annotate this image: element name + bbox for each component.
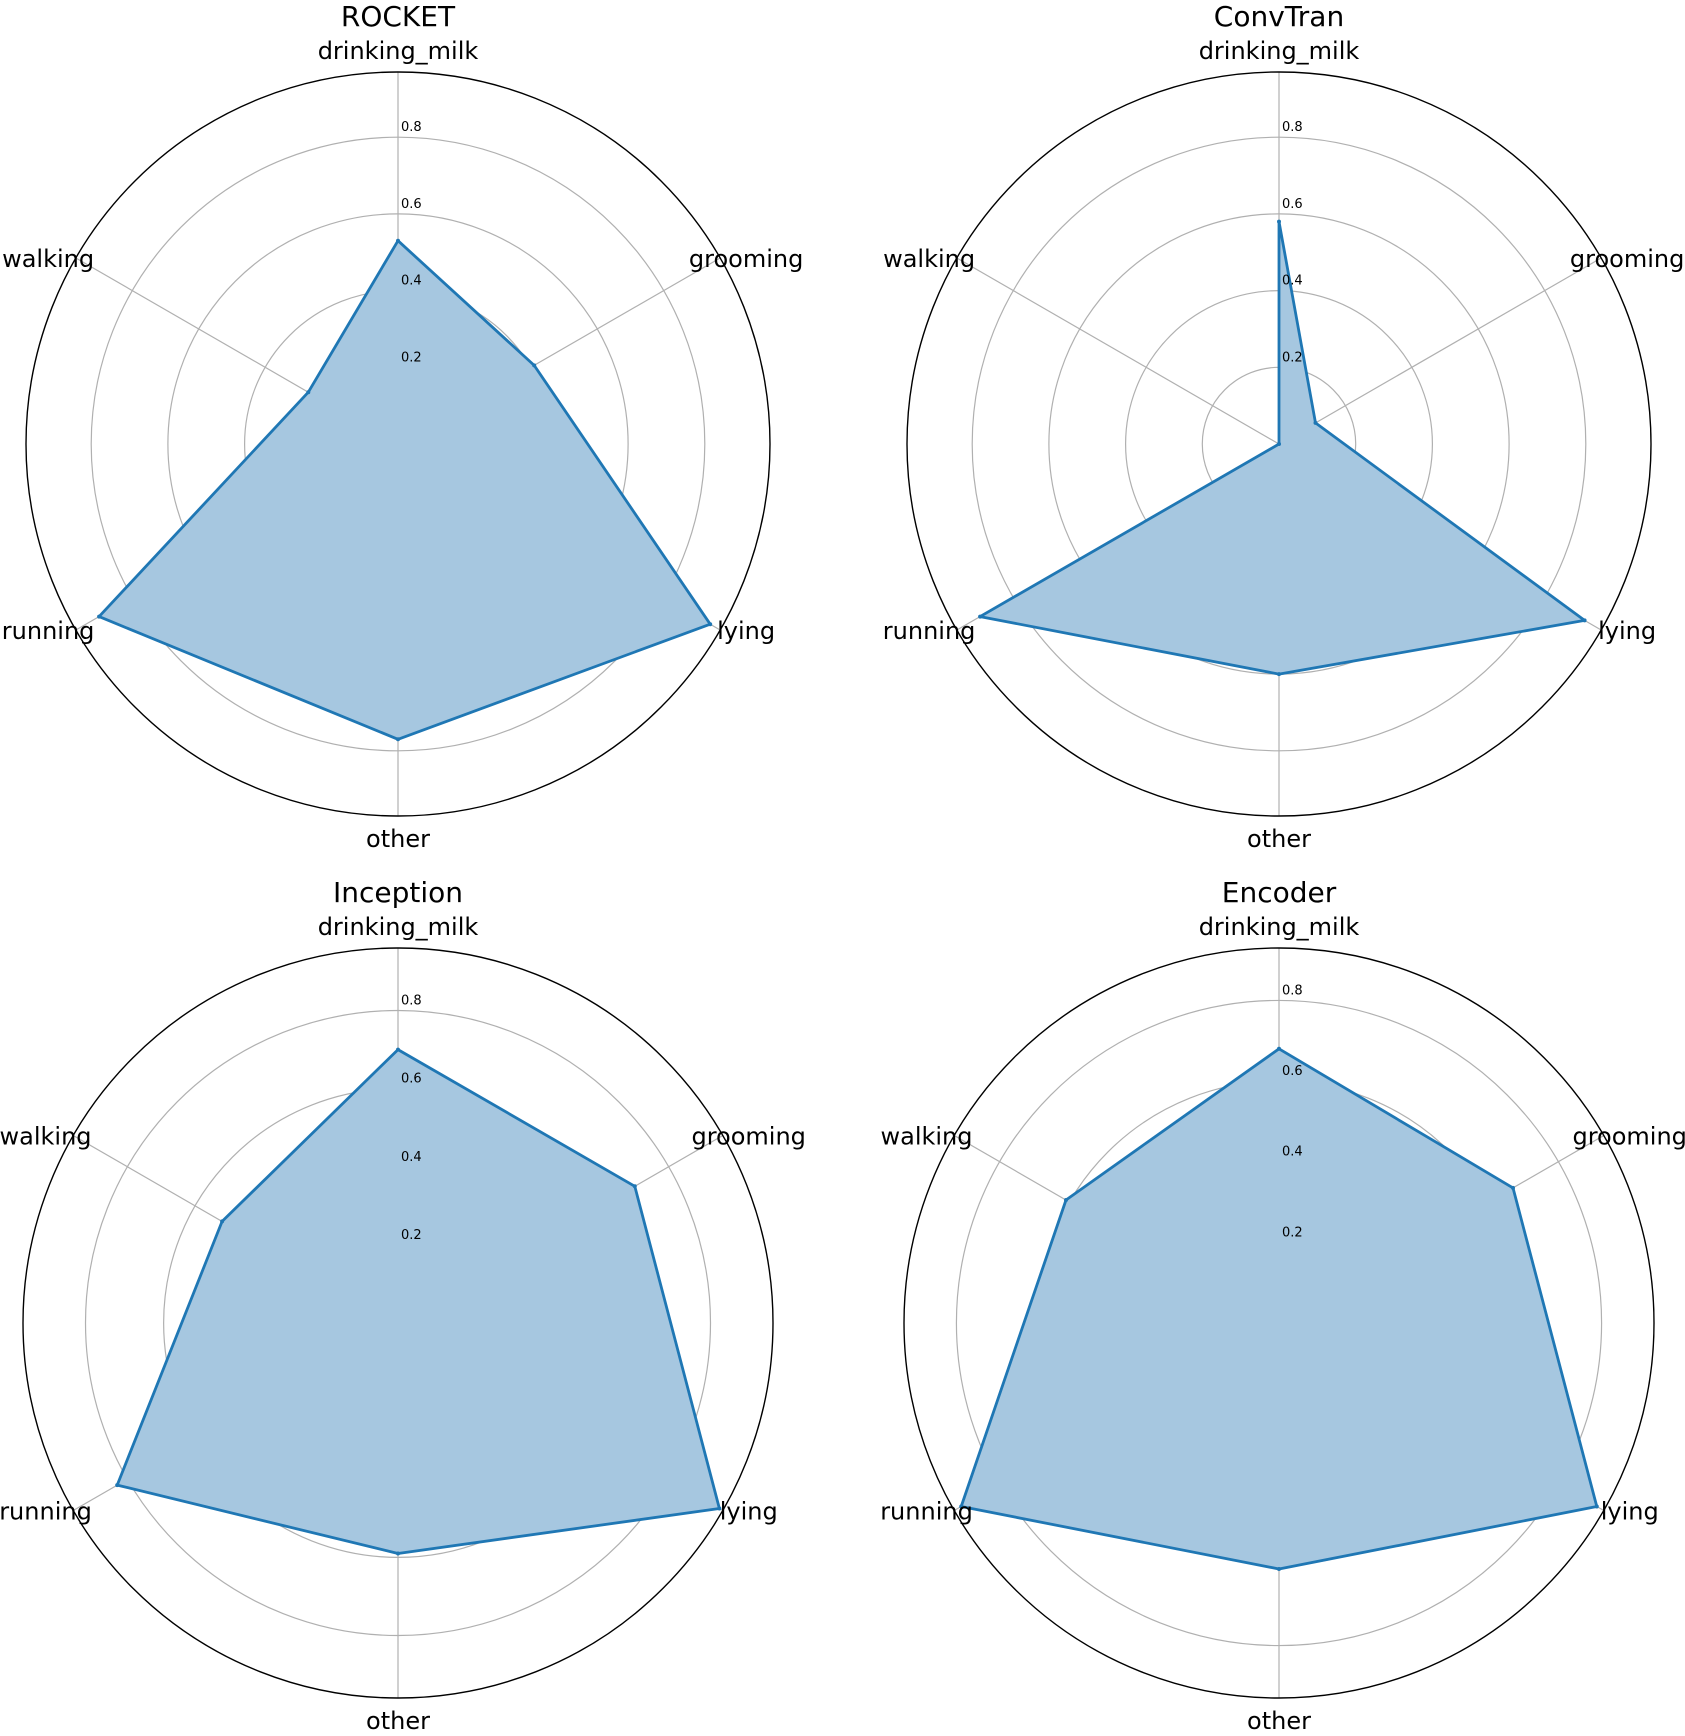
- tick-label: 0.8: [401, 120, 422, 135]
- category-label-other: other: [1247, 1707, 1311, 1735]
- tick-label: 0.4: [401, 274, 422, 289]
- tick-label: 0.2: [401, 350, 422, 365]
- category-label-running: running: [0, 1498, 92, 1526]
- data-point-drinking-milk: [396, 1047, 400, 1052]
- data-point-other: [1277, 672, 1281, 677]
- category-label-drinking-milk: drinking_milk: [318, 913, 479, 941]
- data-point-lying: [1594, 1504, 1599, 1509]
- data-point-lying: [1582, 618, 1587, 623]
- data-point-other: [1277, 1567, 1281, 1571]
- data-point-walking: [1064, 1198, 1068, 1202]
- data-point-running: [115, 1483, 120, 1488]
- data-point-grooming: [1511, 1185, 1515, 1190]
- data-area-convtran: [978, 220, 1586, 676]
- category-label-walking: walking: [2, 245, 94, 273]
- data-point-grooming: [1313, 420, 1318, 425]
- category-label-grooming: grooming: [689, 245, 803, 273]
- tick-label: 0.2: [1282, 350, 1303, 365]
- radar-chart-convtran: 0.2 0.4 0.6 0.8 drinking_milk grooming lying ot…: [883, 0, 1685, 853]
- chart-title: ConvTran: [1214, 0, 1344, 33]
- data-point-walking: [220, 1219, 225, 1224]
- tick-label: 0.8: [1282, 120, 1303, 135]
- category-label-walking: walking: [880, 1123, 972, 1151]
- category-label-lying: lying: [720, 1498, 778, 1526]
- category-label-drinking-milk: drinking_milk: [1199, 37, 1360, 65]
- radar-chart-encoder: 0.2 0.4 0.6 0.8 drinking_milk grooming lying ot…: [880, 876, 1685, 1735]
- outer-frame: [25, 71, 771, 817]
- tick-label: 0.4: [401, 1150, 422, 1165]
- category-label-other: other: [366, 825, 430, 853]
- category-label-running: running: [2, 617, 95, 645]
- data-area-inception: [115, 1048, 721, 1555]
- data-point-running: [959, 1504, 964, 1509]
- outer-frame: [22, 947, 774, 1699]
- data-point-lying: [708, 622, 713, 627]
- category-label-running: running: [880, 1498, 973, 1526]
- radar-chart-rocket: 0.2 0.4 0.6 0.8 drinking_milk grooming lying ot…: [2, 0, 804, 853]
- data-point-grooming: [632, 1184, 637, 1189]
- category-label-other: other: [366, 1707, 430, 1735]
- tick-label: 0.6: [1282, 1064, 1303, 1079]
- data-point-walking: [306, 390, 311, 395]
- tick-label: 0.2: [1282, 1225, 1303, 1240]
- category-label-lying: lying: [717, 617, 775, 645]
- data-point-running: [978, 614, 983, 619]
- chart-title: Encoder: [1222, 876, 1337, 909]
- data-point-other: [396, 1551, 400, 1556]
- category-label-other: other: [1247, 825, 1311, 853]
- radar-chart-inception: 0.2 0.4 0.6 0.8 drinking_milk grooming lying ot…: [0, 876, 806, 1735]
- spoke-walking: [956, 257, 1280, 445]
- category-label-lying: lying: [1598, 617, 1656, 645]
- data-point-running: [97, 614, 102, 619]
- category-label-walking: walking: [883, 245, 975, 273]
- category-label-walking: walking: [0, 1123, 92, 1151]
- data-point-other: [396, 737, 400, 742]
- spoke-grooming: [1278, 257, 1602, 445]
- data-area-rocket: [97, 239, 712, 741]
- tick-label: 0.6: [1282, 197, 1303, 212]
- data-point-drinking-milk: [1277, 219, 1281, 224]
- tick-label: 0.8: [1282, 983, 1303, 998]
- tick-label: 0.6: [401, 197, 422, 212]
- tick-label: 0.6: [401, 1072, 422, 1087]
- data-point-lying: [717, 1506, 722, 1511]
- data-area-encoder: [959, 1047, 1599, 1571]
- category-label-grooming: grooming: [1570, 245, 1684, 273]
- category-label-lying: lying: [1601, 1498, 1659, 1526]
- outer-frame: [906, 71, 1652, 817]
- tick-label: 0.2: [401, 1228, 422, 1243]
- data-point-grooming: [532, 363, 537, 368]
- chart-title: ROCKET: [341, 0, 456, 33]
- chart-title: Inception: [333, 876, 463, 909]
- tick-label: 0.4: [1282, 1145, 1303, 1160]
- category-label-grooming: grooming: [691, 1123, 805, 1151]
- data-point-drinking-milk: [1277, 1046, 1281, 1051]
- category-label-drinking-milk: drinking_milk: [1199, 913, 1360, 941]
- category-label-running: running: [883, 617, 976, 645]
- outer-frame: [903, 947, 1655, 1699]
- category-label-drinking-milk: drinking_milk: [318, 37, 479, 65]
- data-point-walking: [1277, 442, 1281, 446]
- data-point-drinking-milk: [396, 238, 400, 243]
- tick-label: 0.4: [1282, 274, 1303, 289]
- tick-label: 0.8: [401, 994, 422, 1009]
- category-label-grooming: grooming: [1572, 1123, 1685, 1151]
